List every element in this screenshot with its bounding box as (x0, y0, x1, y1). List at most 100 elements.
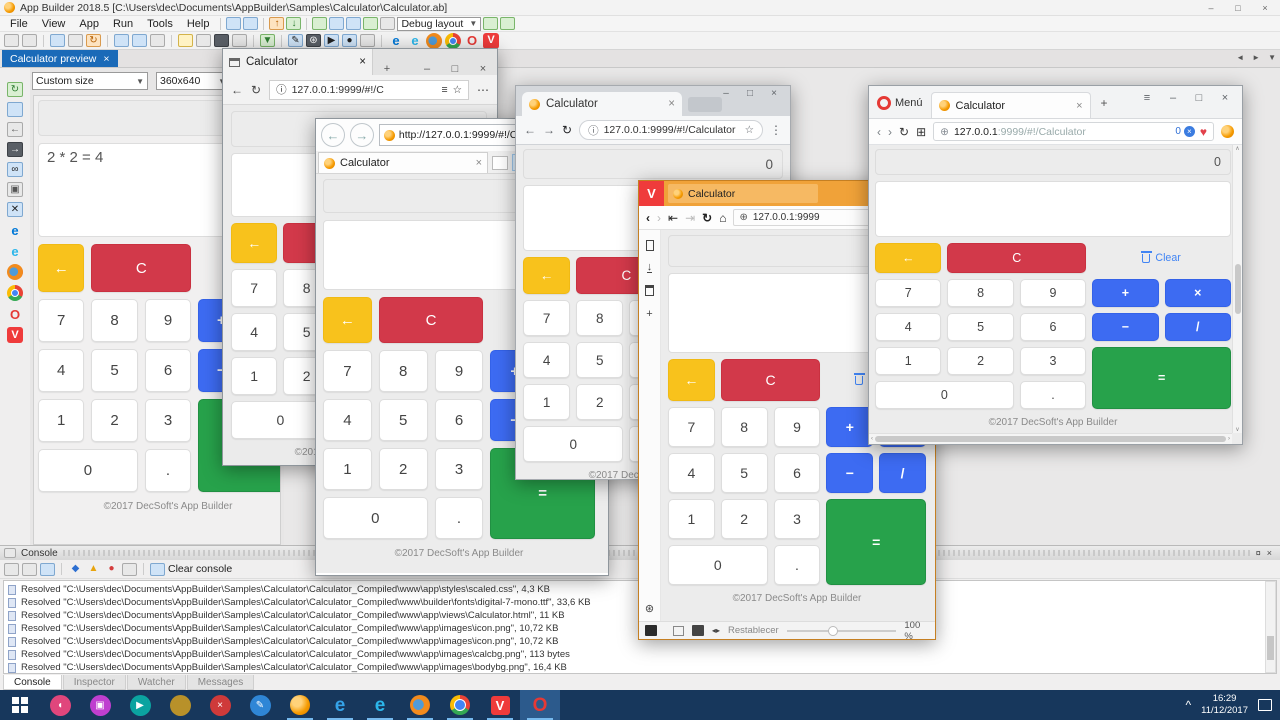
forward-icon[interactable]: → (543, 123, 555, 137)
maximize-icon[interactable]: □ (1195, 92, 1203, 104)
key-4[interactable]: 4 (323, 399, 372, 441)
bookmarks-icon[interactable] (645, 240, 654, 251)
info-icon[interactable]: ⓘ (276, 84, 287, 96)
key-5[interactable]: 5 (576, 342, 624, 378)
zoom-reset-label[interactable]: Restablecer (727, 625, 779, 636)
layout-combo[interactable]: Debug layout ▼ (397, 16, 482, 31)
run-icon[interactable]: ▶ (324, 34, 339, 47)
quick-open-icon[interactable] (346, 17, 362, 30)
favorite-icon[interactable]: ☆ (452, 83, 462, 96)
run-vivaldi-icon[interactable]: V (483, 32, 499, 49)
reload-app-icon[interactable] (7, 102, 23, 117)
vivaldi-logo-icon[interactable]: V (639, 181, 664, 206)
calc-history[interactable] (875, 181, 1231, 237)
fast-forward-icon[interactable]: ⇥ (685, 210, 696, 225)
forward-icon[interactable]: › (888, 124, 892, 139)
adblock-icon[interactable]: × (1183, 126, 1195, 137)
device-log-icon[interactable] (122, 562, 137, 576)
menu-view[interactable]: View (41, 17, 66, 30)
select-icon[interactable] (196, 34, 211, 47)
stop-icon[interactable]: ● (342, 34, 357, 47)
downloads-icon[interactable]: ↓ (646, 261, 653, 273)
key-8[interactable]: 8 (947, 279, 1014, 307)
ide-close-button[interactable]: × (1262, 2, 1268, 13)
key-7[interactable]: 7 (875, 279, 942, 307)
rewind-icon[interactable]: ⇤ (668, 210, 679, 225)
menu-app[interactable]: App (79, 17, 99, 30)
open-vivaldi-icon[interactable]: V (7, 327, 23, 343)
clear-console-icon[interactable] (150, 562, 165, 576)
tab-close-icon[interactable]: × (103, 52, 110, 65)
move-down-icon[interactable]: ↓ (286, 17, 302, 30)
key-4[interactable]: 4 (231, 313, 278, 351)
add-panel-icon[interactable]: + (646, 307, 653, 320)
page-actions-icon[interactable] (672, 625, 685, 636)
key-1[interactable]: 1 (38, 399, 85, 442)
key-2[interactable]: 2 (720, 499, 768, 539)
clock[interactable]: 16:29 11/12/2017 (1201, 693, 1248, 717)
images-toggle-icon[interactable] (692, 625, 704, 636)
size-value-combo[interactable]: 360x640▼ (156, 72, 230, 90)
new-tab-icon[interactable]: + (383, 63, 391, 75)
scrollbar-thumb[interactable] (1267, 636, 1274, 660)
tab-close-icon[interactable]: × (475, 157, 482, 169)
open-ie-icon[interactable]: e (11, 243, 19, 259)
key-6[interactable]: 6 (1019, 313, 1087, 341)
open-opera-icon[interactable]: O (9, 306, 21, 322)
menu-icon[interactable]: ⋮ (770, 123, 782, 137)
open-project-icon[interactable] (243, 17, 259, 30)
panel-toggle-icon[interactable] (645, 625, 657, 636)
scroll-left-icon[interactable]: ‹ (871, 436, 873, 442)
extension-icon[interactable] (1221, 125, 1234, 138)
console-view-icon[interactable] (214, 34, 229, 47)
key-2[interactable]: 2 (947, 347, 1014, 375)
key-7[interactable]: 7 (523, 300, 571, 336)
tab-close-icon[interactable]: × (668, 98, 675, 110)
clear-key[interactable]: C (91, 244, 192, 292)
menu-run[interactable]: Run (112, 17, 134, 30)
clear-key[interactable]: C (947, 243, 1087, 273)
clear-key[interactable]: C (378, 297, 484, 343)
key-dot[interactable]: . (1019, 381, 1087, 409)
quick-save-icon[interactable] (329, 17, 345, 30)
warning-filter-icon[interactable]: ▲ (88, 563, 99, 574)
minimize-icon[interactable]: – (423, 63, 431, 75)
ie-tab[interactable]: Calculator × (318, 152, 488, 173)
tab-console[interactable]: Console (3, 675, 62, 690)
chrome-tab[interactable]: Calculator × (522, 92, 682, 116)
forward-icon[interactable]: › (657, 210, 661, 225)
refresh-icon[interactable]: ↻ (562, 123, 573, 137)
scroll-up-icon[interactable]: ∧ (1235, 146, 1240, 152)
key-8[interactable]: 8 (720, 407, 768, 447)
copy-log-icon[interactable] (22, 562, 37, 576)
key-3[interactable]: 3 (773, 499, 821, 539)
taskbar-app-builder[interactable] (280, 690, 320, 720)
address-bar[interactable]: ⓘ 127.0.0.1:9999/#!/C ≡ ☆ (269, 79, 469, 100)
tab-calculator-preview[interactable]: Calculator preview × (2, 50, 118, 67)
key-5[interactable]: 5 (378, 399, 428, 441)
start-button[interactable] (0, 690, 40, 720)
run-ie-icon[interactable]: e (411, 33, 419, 48)
home-icon[interactable]: ⌂ (719, 210, 727, 225)
key-6[interactable]: 6 (144, 349, 192, 392)
taskbar-editor-app[interactable]: ✎ (240, 690, 280, 720)
divide-key[interactable]: / (1164, 313, 1231, 341)
key-6[interactable]: 6 (773, 453, 821, 493)
key-9[interactable]: 9 (434, 350, 484, 392)
key-1[interactable]: 1 (668, 499, 715, 539)
divide-key[interactable]: / (879, 453, 926, 493)
minimize-icon[interactable]: – (1169, 92, 1177, 104)
zoom-slider[interactable] (786, 625, 897, 636)
scroll-right-icon[interactable]: › (1228, 436, 1230, 442)
plus-key[interactable]: + (1092, 279, 1159, 307)
key-7[interactable]: 7 (323, 350, 372, 392)
key-0[interactable]: 0 (523, 426, 624, 462)
key-4[interactable]: 4 (38, 349, 85, 392)
minimize-icon[interactable]: – (723, 88, 729, 99)
vivaldi-tab[interactable]: Calculator (668, 184, 818, 203)
taskbar-chrome[interactable] (440, 690, 480, 720)
edit-code-icon[interactable]: ✎ (288, 34, 303, 47)
key-5[interactable]: 5 (720, 453, 768, 493)
tab-close-icon[interactable]: × (359, 56, 366, 68)
key-7[interactable]: 7 (38, 299, 85, 342)
